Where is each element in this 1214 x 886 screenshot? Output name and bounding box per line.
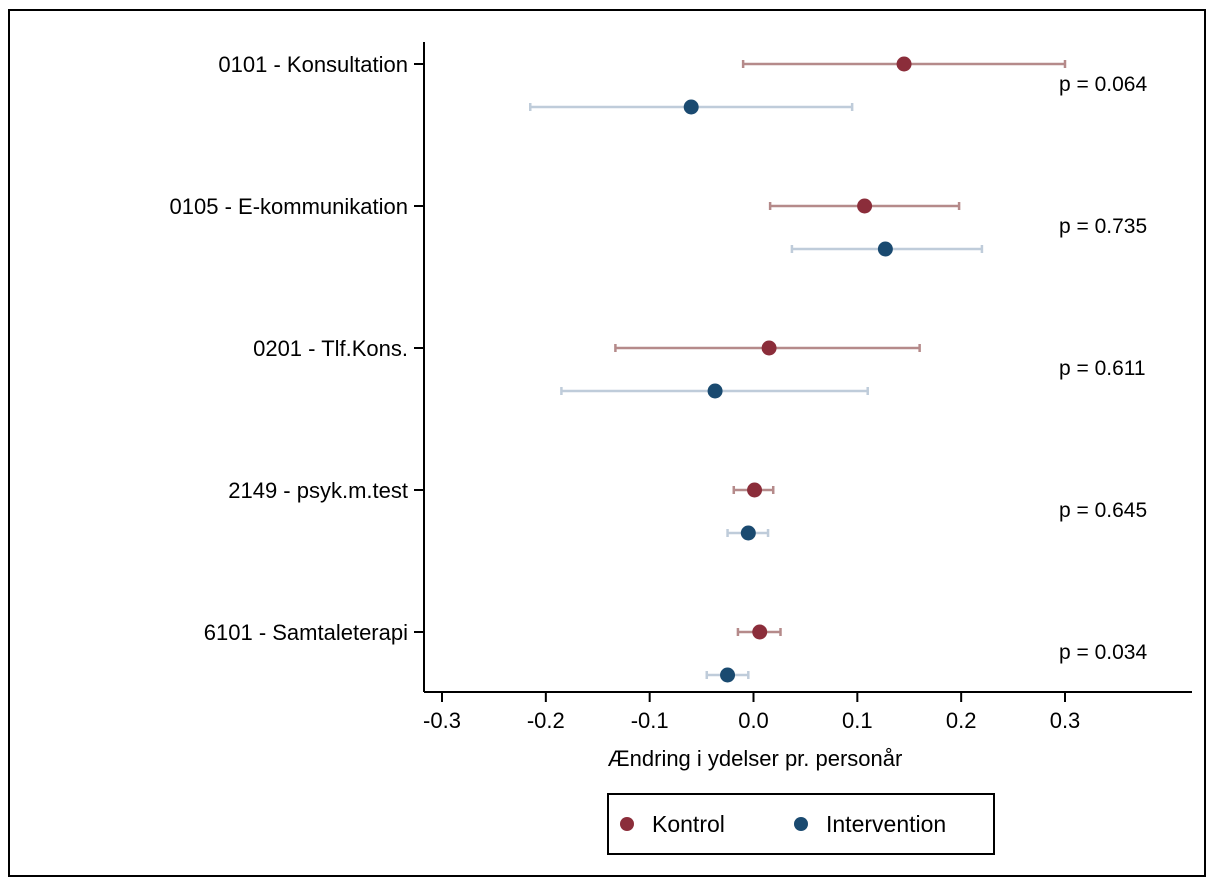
x-tick-label: -0.3: [423, 708, 461, 733]
y-category-labels: 0101 - Konsultation 0105 - E-kommunikatio…: [170, 52, 424, 645]
p-value-annotations: p = 0.064 p = 0.735 p = 0.611 p = 0.645 p = …: [1059, 73, 1147, 664]
point-kontrol: [752, 624, 768, 640]
outer-border: [8, 9, 1206, 877]
y-category-label: 0201 - Tlf.Kons.: [253, 336, 408, 361]
x-axis-title: Ændring i ydelser pr. personår: [608, 746, 903, 771]
p-value-label: p = 0.064: [1059, 73, 1147, 96]
point-intervention: [683, 99, 699, 115]
y-category-label: 0105 - E-kommunikation: [170, 194, 408, 219]
x-tick-label: 0.1: [842, 708, 873, 733]
point-intervention: [740, 525, 756, 541]
y-category-label: 6101 - Samtaleterapi: [204, 620, 408, 645]
point-kontrol: [857, 198, 873, 214]
p-value-label: p = 0.735: [1059, 215, 1147, 238]
point-kontrol: [747, 482, 763, 498]
x-tick-label: -0.1: [631, 708, 669, 733]
x-tick-label: -0.2: [527, 708, 565, 733]
legend-label-kontrol: Kontrol: [652, 811, 725, 837]
x-tick-label: 0.2: [946, 708, 977, 733]
y-category-label: 0101 - Konsultation: [218, 52, 408, 77]
legend-label-intervention: Intervention: [826, 811, 946, 837]
point-intervention: [877, 241, 893, 257]
p-value-label: p = 0.034: [1059, 641, 1147, 664]
p-value-label: p = 0.611: [1059, 357, 1146, 380]
point-intervention: [707, 383, 723, 399]
legend-marker-intervention: [794, 817, 808, 831]
y-category-label: 2149 - psyk.m.test: [228, 478, 408, 503]
legend-marker-kontrol: [620, 817, 634, 831]
point-kontrol: [761, 340, 777, 356]
x-ticks: -0.3 -0.2 -0.1 0.0 0.1 0.2 0.3: [423, 692, 1080, 733]
point-kontrol: [896, 56, 912, 72]
legend: Kontrol Intervention: [607, 793, 995, 855]
x-tick-label: 0.0: [738, 708, 769, 733]
chart-marks: [529, 56, 1067, 683]
point-intervention: [720, 667, 736, 683]
x-tick-label: 0.3: [1050, 708, 1081, 733]
p-value-label: p = 0.645: [1059, 499, 1147, 522]
